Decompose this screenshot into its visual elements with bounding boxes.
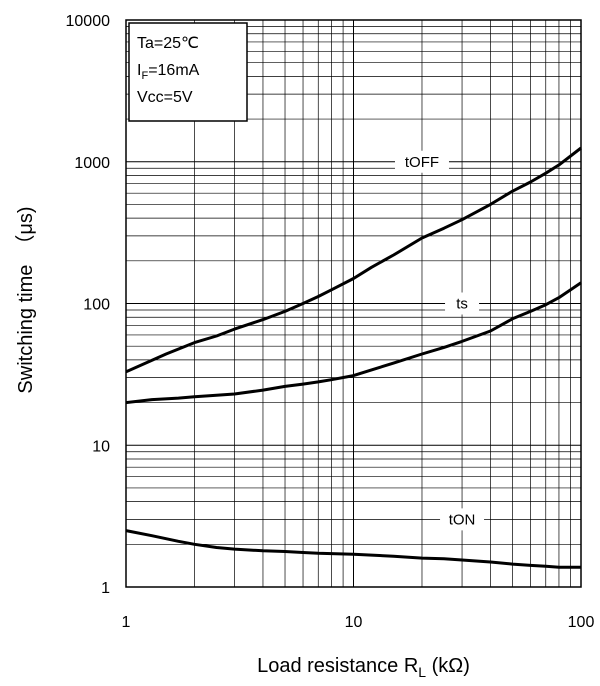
condition-forward-current: IF=16mA xyxy=(137,62,200,82)
y-tick-label: 10000 xyxy=(66,13,111,30)
y-axis-title: Switching time （μs) xyxy=(14,206,37,393)
tick-labels: 1 10 100 1 10 100 1000 10000 xyxy=(66,13,595,631)
series-label-ts: ts xyxy=(456,296,468,313)
series-labels: tOFF ts tON xyxy=(394,150,485,531)
series-lines xyxy=(125,146,582,569)
plot-frame xyxy=(125,19,582,588)
series-line-ts xyxy=(125,281,582,405)
x-tick-label: 100 xyxy=(568,614,595,631)
x-tick-label: 10 xyxy=(345,614,363,631)
conditions-box-frame xyxy=(128,22,248,122)
series-label-backdrop xyxy=(440,508,485,531)
x-axis-title: Load resistance RL (kΩ) xyxy=(257,655,470,680)
grid xyxy=(126,20,581,587)
series-label-ton: tON xyxy=(449,511,476,528)
y-tick-label: 100 xyxy=(83,297,110,314)
y-tick-label: 1000 xyxy=(74,155,110,172)
conditions-box: Ta=25℃ IF=16mA Vcc=5V xyxy=(128,22,248,122)
series-label-backdrop xyxy=(445,292,480,315)
series-line-ton xyxy=(125,529,581,569)
series-label-backdrop xyxy=(394,150,449,173)
condition-supply-voltage: Vcc=5V xyxy=(137,89,193,106)
y-tick-label: 1 xyxy=(101,580,110,597)
x-tick-label: 1 xyxy=(122,614,131,631)
condition-temperature: Ta=25℃ xyxy=(137,35,199,52)
series-label-toff: tOFF xyxy=(405,154,439,171)
series-line-toff xyxy=(125,146,582,374)
y-tick-label: 10 xyxy=(92,438,110,455)
